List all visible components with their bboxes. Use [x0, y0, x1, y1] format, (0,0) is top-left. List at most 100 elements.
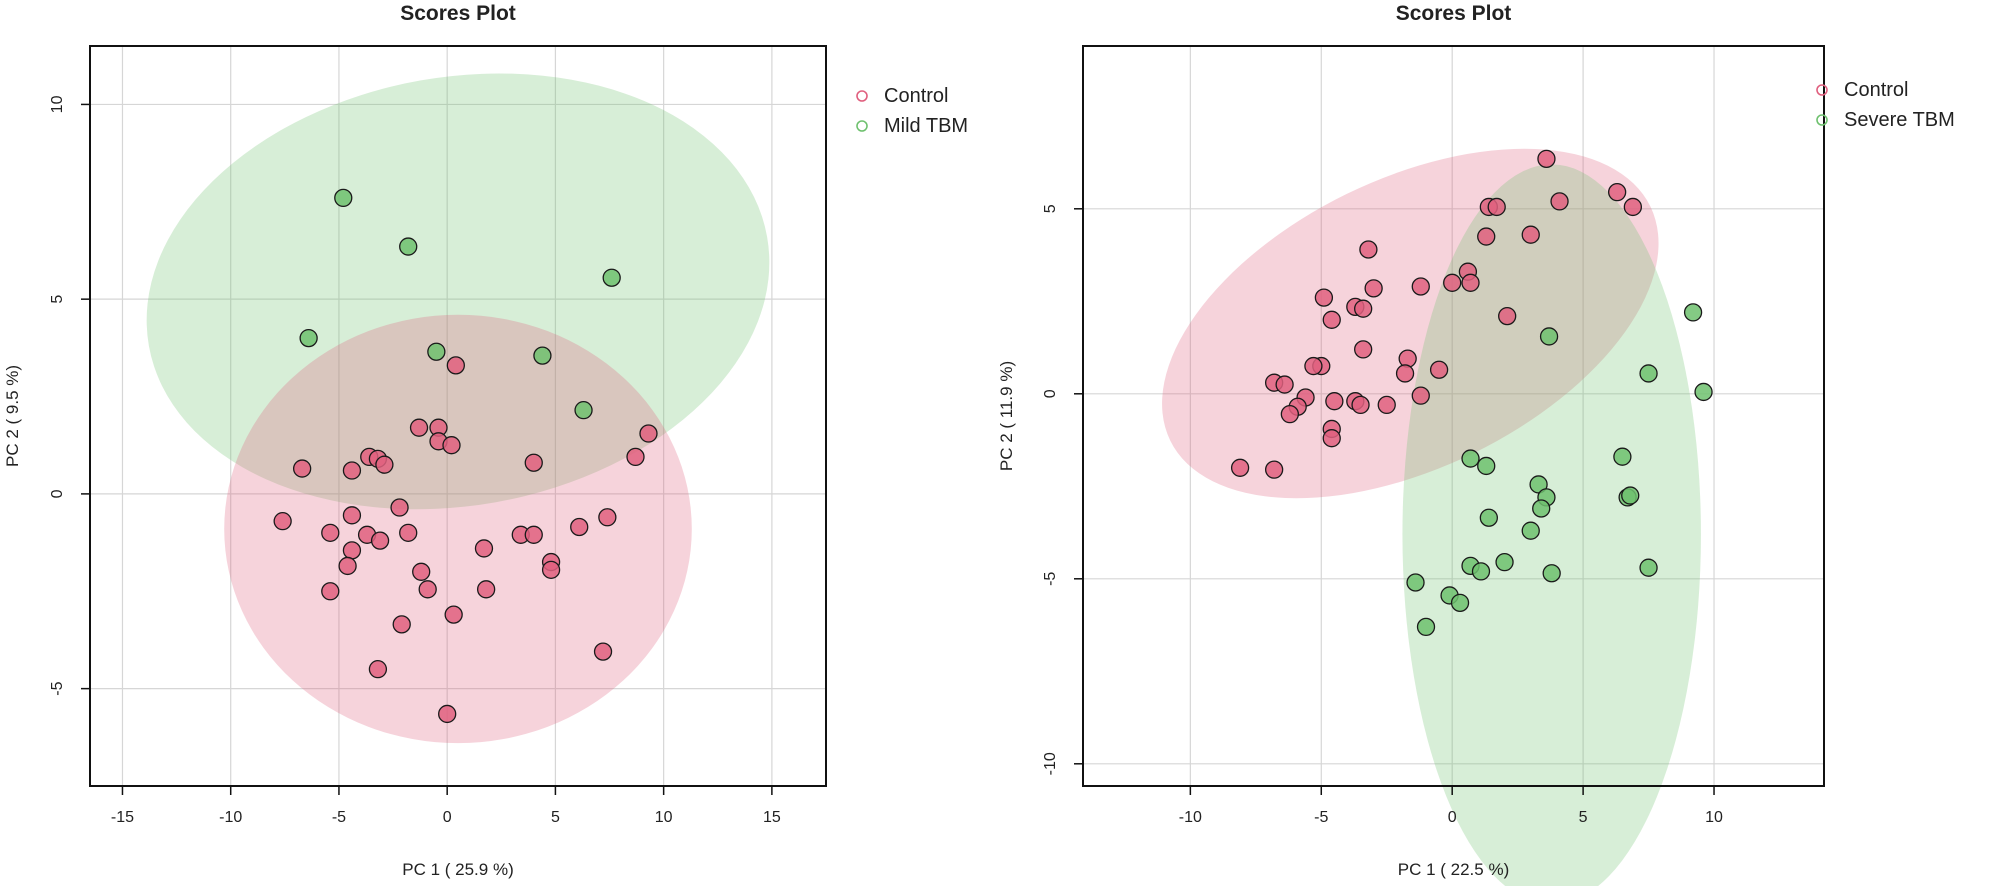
x-tick-label: -10 — [1179, 809, 1202, 826]
data-point-control — [418, 580, 437, 599]
confidence-ellipse-severe-tbm — [1402, 164, 1701, 886]
y-axis-label: PC 2 ( 11.9 %) — [997, 361, 1016, 471]
x-tick-label: -10 — [219, 809, 242, 826]
x-tick-label: 0 — [1448, 809, 1457, 826]
x-tick-label: -15 — [111, 809, 134, 826]
data-point-control — [1354, 340, 1373, 359]
data-point-severe-tbm — [1639, 364, 1658, 383]
legend-label-control: Control — [884, 85, 948, 107]
x-tick-label: -5 — [332, 809, 346, 826]
x-tick-label: 0 — [443, 809, 452, 826]
legend-marker-control — [856, 90, 868, 102]
data-point-mild-tbm — [602, 268, 621, 287]
gridlines — [1083, 46, 1824, 786]
x-tick-label: -5 — [1314, 809, 1328, 826]
x-axis-label: PC 1 ( 22.5 %) — [1398, 860, 1510, 879]
x-tick-label: 10 — [655, 809, 673, 826]
data-point-control — [444, 605, 463, 624]
data-point-severe-tbm — [1683, 303, 1703, 322]
data-point-control — [442, 436, 461, 455]
data-point-control — [1461, 273, 1480, 292]
series-control — [273, 356, 658, 724]
legend-label-severe-tbm: Severe TBM — [1844, 109, 1955, 131]
data-point-severe-tbm — [1521, 521, 1540, 540]
data-point-control — [598, 508, 617, 527]
data-point-control — [342, 541, 362, 560]
data-point-severe-tbm — [1406, 573, 1425, 592]
data-point-control — [368, 660, 388, 679]
data-point-severe-tbm — [1477, 456, 1496, 476]
data-point-control — [1398, 349, 1417, 368]
data-point-control — [1537, 149, 1556, 169]
plot-frame — [89, 45, 827, 787]
legend-label-control: Control — [1844, 79, 1908, 101]
data-point-control — [1443, 273, 1462, 292]
data-point-control — [321, 523, 340, 542]
data-point-control — [342, 506, 362, 525]
legend-label-mild-tbm: Mild TBM — [884, 115, 968, 137]
data-point-control — [412, 562, 431, 581]
data-point-control — [338, 556, 357, 576]
data-point-control — [1429, 360, 1449, 379]
x-tick-label: 5 — [551, 809, 560, 826]
data-point-mild-tbm — [334, 188, 353, 208]
data-point-severe-tbm — [1639, 558, 1658, 577]
data-point-control — [1354, 299, 1373, 318]
confidence-ellipse-control — [224, 314, 692, 744]
series-mild-tbm — [299, 188, 621, 420]
data-point-severe-tbm — [1542, 564, 1561, 583]
x-tick-label: 5 — [1579, 809, 1588, 826]
data-point-mild-tbm — [574, 401, 593, 420]
data-point-control — [524, 525, 543, 544]
data-point-control — [626, 447, 645, 467]
data-point-control — [409, 418, 429, 437]
data-point-control — [342, 461, 362, 480]
data-point-mild-tbm — [533, 346, 552, 365]
data-point-control — [1550, 192, 1569, 211]
y-tick-label: -5 — [1042, 572, 1059, 586]
plot-frame — [1082, 45, 1825, 787]
data-point-control — [392, 615, 411, 634]
data-point-control — [1411, 277, 1430, 296]
data-point-control — [541, 560, 561, 579]
data-point-control — [474, 539, 494, 558]
data-point-severe-tbm — [1495, 553, 1514, 572]
data-point-control — [570, 517, 589, 537]
y-tick-label: 0 — [49, 489, 66, 498]
y-axis-label: PC 2 ( 9.5 %) — [3, 365, 22, 467]
x-tick-label: 10 — [1705, 809, 1723, 826]
data-point-control — [1314, 288, 1334, 307]
data-point-control — [1322, 429, 1341, 448]
series-control — [1230, 149, 1643, 479]
data-point-control — [1477, 227, 1496, 246]
data-point-control — [476, 580, 496, 599]
data-point-severe-tbm — [1613, 447, 1632, 466]
data-point-control — [1364, 279, 1383, 298]
legend-marker-control — [1816, 84, 1828, 96]
y-tick-label: 5 — [1042, 204, 1059, 213]
data-point-control — [1521, 225, 1540, 244]
x-axis-label: PC 1 ( 25.9 %) — [402, 860, 514, 879]
data-point-severe-tbm — [1461, 449, 1480, 468]
x-tick-label: 15 — [763, 809, 781, 826]
data-point-control — [399, 523, 418, 542]
data-point-control — [593, 642, 613, 661]
y-tick-label: 5 — [49, 295, 66, 304]
data-point-control — [1325, 392, 1344, 411]
data-point-control — [1487, 197, 1506, 217]
data-point-control — [292, 459, 312, 478]
y-tick-label: -10 — [1042, 752, 1059, 775]
data-point-control — [1280, 404, 1300, 424]
confidence-ellipse-mild-tbm — [146, 73, 770, 510]
data-point-control — [639, 424, 658, 443]
data-point-control — [321, 582, 340, 601]
data-point-severe-tbm — [1416, 617, 1436, 637]
data-point-mild-tbm — [427, 342, 446, 361]
data-point-control — [438, 704, 457, 724]
data-point-control — [1359, 240, 1378, 259]
data-point-control — [1607, 182, 1627, 202]
legend-marker-severe-tbm — [1816, 114, 1828, 126]
data-point-control — [1377, 395, 1396, 415]
data-point-control — [375, 455, 394, 474]
